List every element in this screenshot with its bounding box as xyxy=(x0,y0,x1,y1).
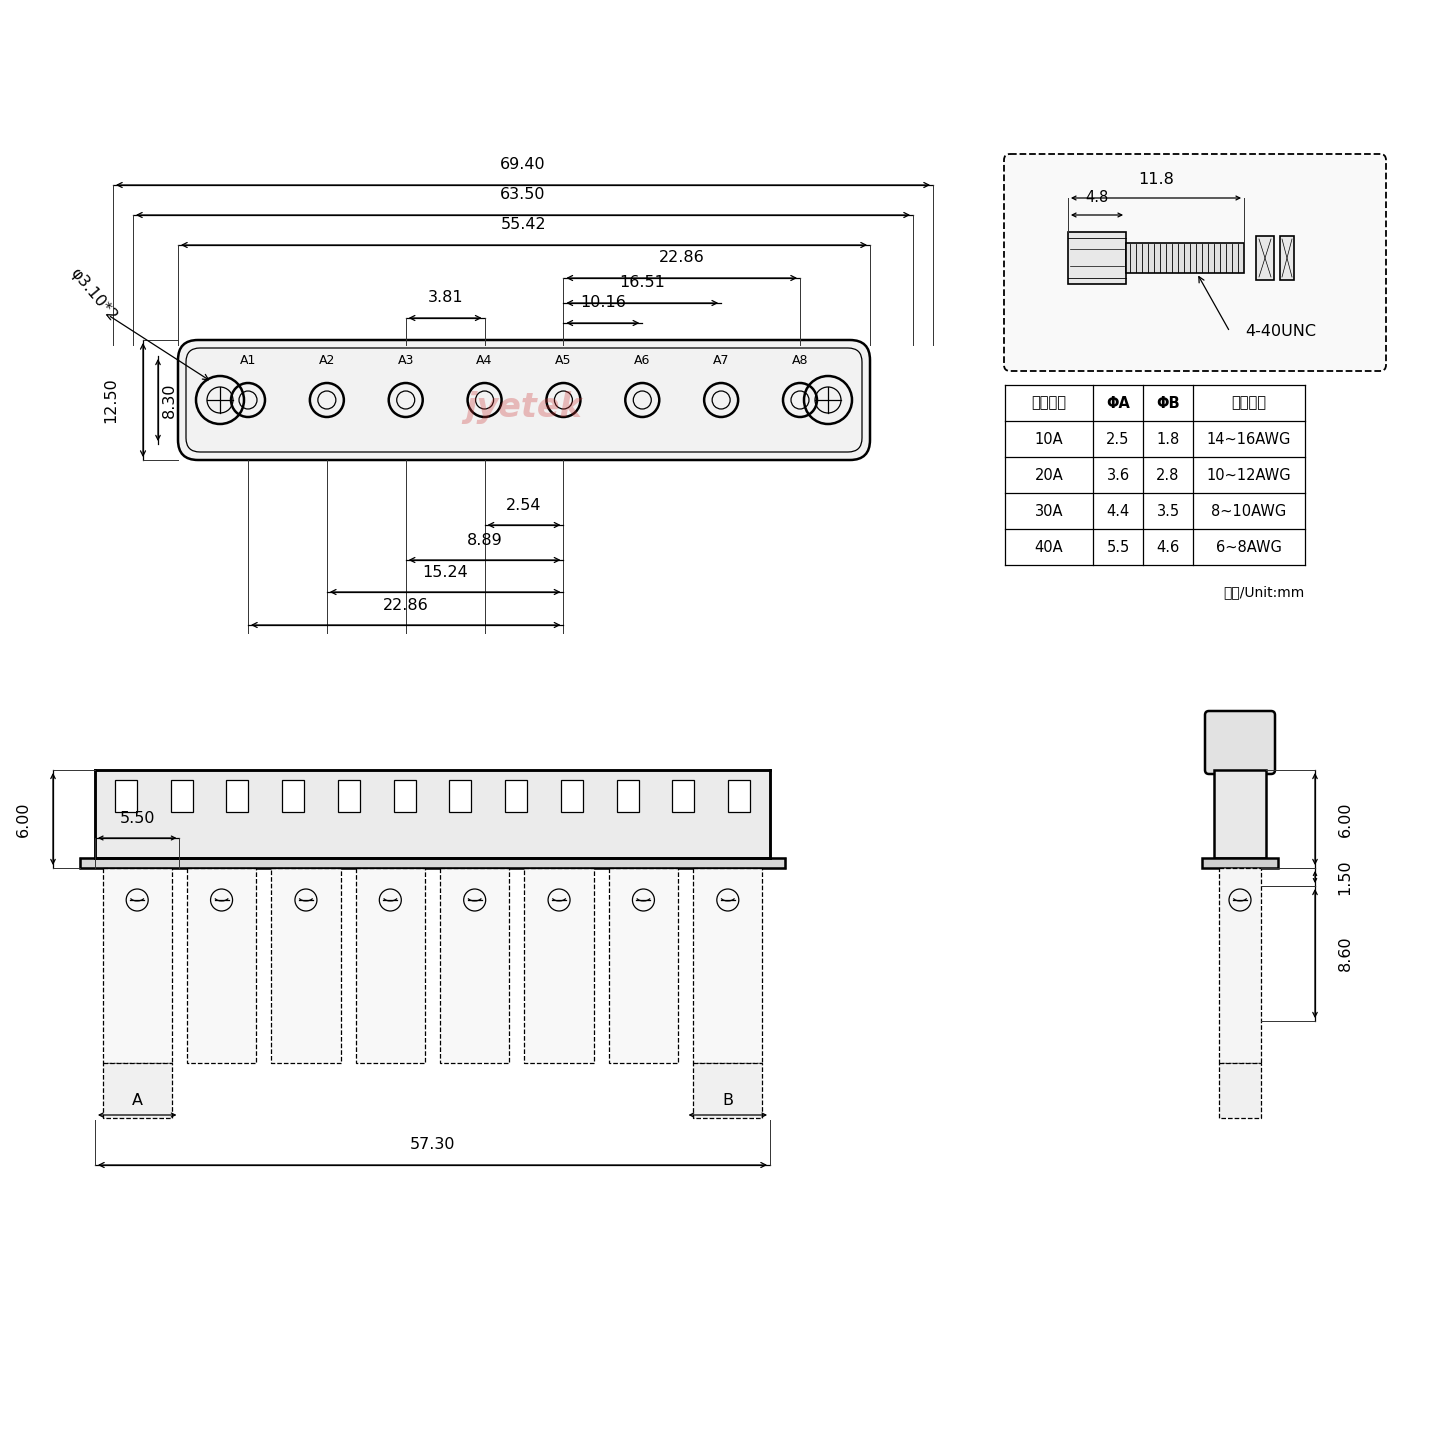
Text: 3.5: 3.5 xyxy=(1156,504,1179,518)
Text: 3.81: 3.81 xyxy=(428,289,462,305)
Text: 3.6: 3.6 xyxy=(1106,468,1129,482)
Text: jyetek: jyetek xyxy=(465,392,582,425)
Text: B: B xyxy=(723,1093,733,1107)
Bar xyxy=(1126,243,1244,274)
Text: 4.4: 4.4 xyxy=(1106,504,1129,518)
Text: 40A: 40A xyxy=(1035,540,1063,554)
Bar xyxy=(693,868,762,1063)
Bar xyxy=(441,868,510,1063)
Text: A4: A4 xyxy=(477,354,492,367)
Bar xyxy=(1280,236,1295,279)
Bar xyxy=(524,868,593,1063)
Text: φ3.10*2: φ3.10*2 xyxy=(66,265,120,324)
Text: 额定电流: 额定电流 xyxy=(1031,396,1067,410)
Text: 63.50: 63.50 xyxy=(500,187,546,202)
Text: 14~16AWG: 14~16AWG xyxy=(1207,432,1292,446)
Bar xyxy=(1256,236,1274,279)
Bar xyxy=(393,780,416,812)
Bar xyxy=(560,780,583,812)
Text: A: A xyxy=(131,1093,143,1107)
Text: 8.60: 8.60 xyxy=(1338,936,1352,972)
Bar xyxy=(102,1063,171,1117)
Text: 22.86: 22.86 xyxy=(383,598,429,613)
Text: A5: A5 xyxy=(556,354,572,367)
Text: 22.86: 22.86 xyxy=(660,251,704,265)
Bar xyxy=(115,780,137,812)
Bar xyxy=(356,868,425,1063)
Text: 单位/Unit:mm: 单位/Unit:mm xyxy=(1224,585,1305,599)
Bar xyxy=(226,780,249,812)
Bar xyxy=(505,780,527,812)
Text: 20A: 20A xyxy=(1034,468,1063,482)
Text: 线材规格: 线材规格 xyxy=(1231,396,1267,410)
Bar xyxy=(449,780,471,812)
Text: 6.00: 6.00 xyxy=(16,801,30,837)
Bar xyxy=(1202,858,1279,868)
Text: 8.30: 8.30 xyxy=(161,382,177,418)
Text: ΦB: ΦB xyxy=(1156,396,1179,410)
FancyBboxPatch shape xyxy=(186,348,863,452)
Text: 6~8AWG: 6~8AWG xyxy=(1215,540,1282,554)
Bar xyxy=(693,1063,762,1117)
Text: 12.50: 12.50 xyxy=(104,377,118,423)
Bar xyxy=(729,780,750,812)
Bar xyxy=(616,780,638,812)
Text: 2.5: 2.5 xyxy=(1106,432,1130,446)
Text: 69.40: 69.40 xyxy=(500,157,546,171)
Text: 4-40UNC: 4-40UNC xyxy=(1246,324,1316,340)
Text: 10~12AWG: 10~12AWG xyxy=(1207,468,1292,482)
Bar xyxy=(282,780,304,812)
Text: 5.50: 5.50 xyxy=(120,811,156,827)
Text: 10.16: 10.16 xyxy=(580,295,626,310)
Text: 2.8: 2.8 xyxy=(1156,468,1179,482)
Text: 57.30: 57.30 xyxy=(410,1138,455,1152)
Bar xyxy=(271,868,340,1063)
Text: A8: A8 xyxy=(792,354,808,367)
Text: 4.6: 4.6 xyxy=(1156,540,1179,554)
Text: 11.8: 11.8 xyxy=(1138,171,1174,187)
Text: 6.00: 6.00 xyxy=(1338,801,1352,837)
Text: A2: A2 xyxy=(318,354,336,367)
Bar xyxy=(1068,232,1126,284)
Bar xyxy=(187,868,256,1063)
Bar xyxy=(672,780,694,812)
Text: 1.8: 1.8 xyxy=(1156,432,1179,446)
Bar xyxy=(95,770,770,858)
Bar xyxy=(338,780,360,812)
Text: ΦA: ΦA xyxy=(1106,396,1130,410)
Text: 16.51: 16.51 xyxy=(619,275,665,289)
Bar xyxy=(81,858,785,868)
Text: A6: A6 xyxy=(634,354,651,367)
FancyBboxPatch shape xyxy=(1205,711,1274,775)
Text: 55.42: 55.42 xyxy=(501,217,547,232)
Text: 1.50: 1.50 xyxy=(1338,860,1352,894)
FancyBboxPatch shape xyxy=(1004,154,1385,372)
Bar xyxy=(1220,868,1261,1063)
Text: A3: A3 xyxy=(397,354,413,367)
Text: 10A: 10A xyxy=(1035,432,1063,446)
Bar xyxy=(171,780,193,812)
Text: 15.24: 15.24 xyxy=(422,564,468,580)
Text: 8~10AWG: 8~10AWG xyxy=(1211,504,1286,518)
Bar xyxy=(1214,770,1266,858)
Bar xyxy=(1220,1063,1261,1117)
Bar xyxy=(102,868,171,1063)
Text: 4.8: 4.8 xyxy=(1086,190,1109,204)
Text: 30A: 30A xyxy=(1035,504,1063,518)
Text: 8.89: 8.89 xyxy=(467,533,503,549)
Text: A7: A7 xyxy=(713,354,730,367)
Text: 5.5: 5.5 xyxy=(1106,540,1129,554)
Text: A1: A1 xyxy=(240,354,256,367)
FancyBboxPatch shape xyxy=(179,340,870,459)
Bar xyxy=(609,868,678,1063)
Text: 2.54: 2.54 xyxy=(507,498,541,513)
